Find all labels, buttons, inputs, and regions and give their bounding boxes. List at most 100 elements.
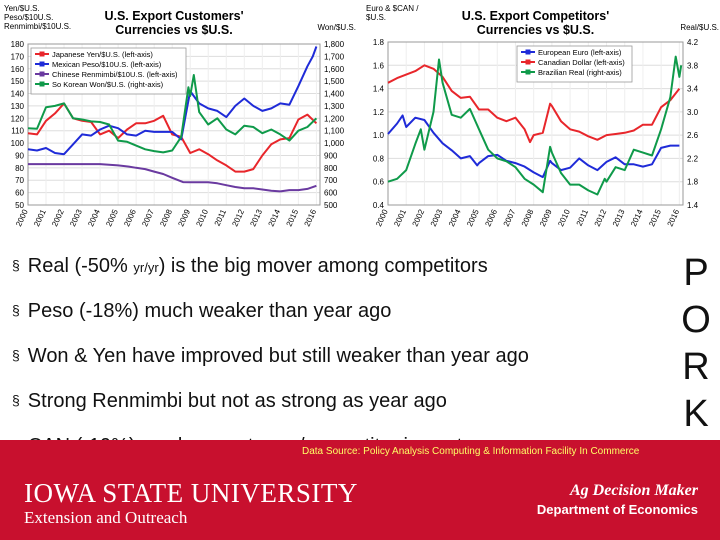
x-tick-label: 2006 xyxy=(122,208,138,228)
y-left-tick-label: 1.6 xyxy=(373,61,385,70)
y-right-tick-label: 3.8 xyxy=(687,61,699,70)
x-tick-label: 2007 xyxy=(502,208,518,228)
pork-letter: O xyxy=(681,299,711,341)
left-axis-label: $U.S. xyxy=(366,13,386,22)
y-left-tick-label: 100 xyxy=(11,139,25,148)
bullet-item: § Peso (-18%) much weaker than year ago xyxy=(12,291,672,336)
y-left-tick-label: 1.8 xyxy=(373,38,385,47)
y-right-tick-label: 2.6 xyxy=(687,131,699,140)
pork-letter: R xyxy=(682,346,710,388)
x-tick-label: 2011 xyxy=(213,208,229,228)
y-right-tick-label: 1,200 xyxy=(324,114,345,123)
left-axis-label: Renmimbi/$10U.S. xyxy=(4,22,71,31)
bullet-mark: § xyxy=(12,392,20,408)
y-right-tick-label: 900 xyxy=(324,151,338,160)
y-left-tick-label: 50 xyxy=(15,201,24,210)
chart-title-line: Currencies vs $U.S. xyxy=(115,23,232,37)
legend-marker xyxy=(39,71,45,77)
chart-title-line: U.S. Export Customers' xyxy=(104,9,243,23)
ag-decision-maker-logo: Ag Decision Maker xyxy=(570,482,698,499)
x-tick-label: 2012 xyxy=(230,208,246,228)
y-right-tick-label: 1,400 xyxy=(324,90,345,99)
legend-entry: Chinese Renmimbi/$10U.S. (left-axis) xyxy=(52,70,178,79)
y-right-tick-label: 500 xyxy=(324,201,338,210)
bullet-text-rest: ) is the big mover among competitors xyxy=(158,255,488,277)
bullet-text: Won & Yen have improved but still weaker… xyxy=(27,345,529,367)
y-right-tick-label: 600 xyxy=(324,189,338,198)
x-tick-label: 2009 xyxy=(538,208,554,228)
bullet-text: Strong Renmimbi but not as strong as yea… xyxy=(27,390,447,412)
bullet-item: § Won & Yen have improved but still weake… xyxy=(12,336,672,381)
chart-title-line: Currencies vs $U.S. xyxy=(477,23,594,37)
left-axis-label: Euro & $CAN / xyxy=(366,4,419,13)
bullet-small-text: yr/yr xyxy=(133,260,159,275)
x-tick-label: 2013 xyxy=(248,208,264,228)
data-source-note: Data Source: Policy Analysis Computing &… xyxy=(302,446,640,457)
left-axis-label: Peso/$10U.S. xyxy=(4,13,53,22)
plot-frame xyxy=(27,43,321,206)
series-line xyxy=(387,55,683,196)
y-left-tick-label: 150 xyxy=(11,77,25,86)
legend-marker xyxy=(525,69,531,75)
x-tick-label: 2003 xyxy=(68,208,84,228)
x-tick-label: 2016 xyxy=(303,208,319,228)
y-right-tick-label: 1.4 xyxy=(687,201,699,210)
x-tick-label: 2013 xyxy=(611,208,627,228)
customers-currency-chart: 50 60 70 80 90 100 110 120 130 140 150 160 170 180 500… xyxy=(0,0,360,240)
competitors-chart-svg: 0.4 0.6 0.8 1.0 1.2 1.4 1.6 1.8 1.4 1.8 2.2 2.6 3.0 3… xyxy=(366,4,719,228)
y-right-tick-label: 1,500 xyxy=(324,77,345,86)
legend-entry: So Korean Won/$U.S. (right-axis) xyxy=(52,80,164,89)
y-right-tick-label: 1.8 xyxy=(687,178,699,187)
y-left-tick-label: 110 xyxy=(11,127,24,136)
bullet-text: Real (-50% xyxy=(27,255,134,277)
y-left-tick-label: 90 xyxy=(15,151,24,160)
x-tick-label: 2010 xyxy=(556,208,572,228)
y-right-tick-label: 800 xyxy=(324,164,338,173)
y-left-tick-label: 160 xyxy=(11,65,25,74)
x-tick-label: 2008 xyxy=(520,208,536,228)
extension-logo-text: Extension and Outreach xyxy=(24,508,188,527)
y-left-tick-label: 180 xyxy=(11,40,25,49)
pork-vertical-label: P O R K xyxy=(676,250,716,438)
x-tick-label: 2014 xyxy=(629,208,645,228)
x-tick-label: 2009 xyxy=(176,208,192,228)
y-left-tick-label: 0.8 xyxy=(373,154,385,163)
pork-letter: K xyxy=(683,393,709,435)
pork-letter: P xyxy=(683,252,709,294)
y-left-tick-label: 0.4 xyxy=(373,201,385,210)
x-tick-label: 2001 xyxy=(392,208,408,228)
competitors-currency-chart: 0.4 0.6 0.8 1.0 1.2 1.4 1.6 1.8 1.4 1.8 2.2 2.6 3.0 3… xyxy=(362,0,720,240)
x-tick-label: 2011 xyxy=(575,208,591,228)
x-tick-label: 2015 xyxy=(285,208,301,228)
x-tick-label: 2001 xyxy=(32,208,48,228)
series-line xyxy=(27,46,318,156)
legend-marker xyxy=(39,61,45,67)
y-right-tick-label: 700 xyxy=(324,176,338,185)
x-tick-label: 2012 xyxy=(593,208,609,228)
department-name: Department of Economics xyxy=(536,502,698,517)
x-tick-label: 2010 xyxy=(194,208,210,228)
y-left-tick-label: 130 xyxy=(11,102,25,111)
x-tick-label: 2006 xyxy=(483,208,499,228)
y-right-tick-label: 3.0 xyxy=(687,108,699,117)
legend-entry: European Euro (left-axis) xyxy=(538,48,622,57)
university-logo-text: IOWA STATE UNIVERSITY xyxy=(24,478,358,508)
series-line xyxy=(387,64,681,144)
legend-marker xyxy=(39,51,45,57)
y-left-tick-label: 120 xyxy=(11,114,25,123)
y-left-tick-label: 1.0 xyxy=(373,131,385,140)
y-right-tick-label: 2.2 xyxy=(687,154,699,163)
right-axis-label: Won/$U.S. xyxy=(317,23,356,32)
legend-box xyxy=(516,45,633,83)
x-tick-label: 2000 xyxy=(374,208,390,228)
y-right-tick-label: 3.4 xyxy=(687,85,699,94)
bullet-list: § Real (-50% yr/yr) is the big mover amon… xyxy=(12,246,672,471)
legend-entry: Canadian Dollar (left-axis) xyxy=(538,58,625,67)
y-left-tick-label: 1.2 xyxy=(373,108,385,117)
y-right-tick-label: 4.2 xyxy=(687,38,699,47)
bullet-mark: § xyxy=(12,257,20,273)
y-right-tick-label: 1,300 xyxy=(324,102,345,111)
bullet-text: Peso (-18%) much weaker than year ago xyxy=(27,300,392,322)
bullet-mark: § xyxy=(12,302,20,318)
y-right-tick-label: 1,000 xyxy=(324,139,345,148)
